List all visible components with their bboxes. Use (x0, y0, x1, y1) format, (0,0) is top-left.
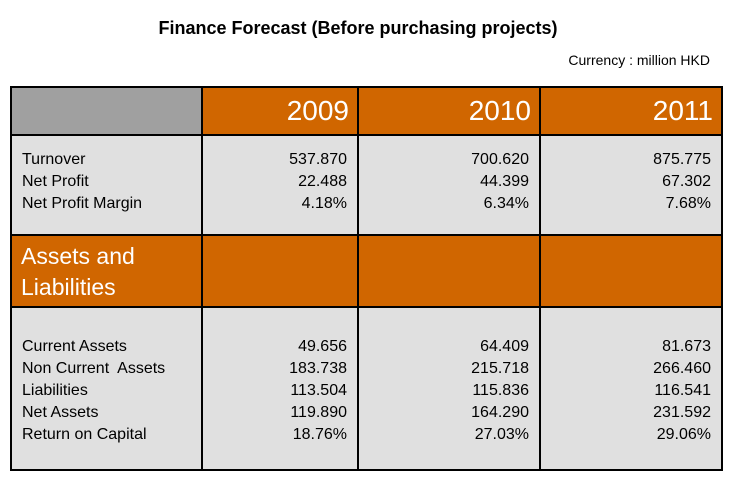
profit-values-2011: 875.775 67.302 7.68% (541, 136, 721, 234)
value-cell: 700.620 (471, 151, 529, 168)
row-label-net-profit-margin: Net Profit Margin (22, 195, 143, 212)
value-cell: 875.775 (653, 151, 711, 168)
value-cell: 4.18% (301, 195, 347, 212)
section-header-cell (359, 236, 539, 306)
value-cell: 183.738 (289, 360, 347, 377)
profit-values-2010: 700.620 44.399 6.34% (359, 136, 539, 234)
assets-values-2009: 49.656 183.738 113.504 119.890 18.76% (203, 308, 357, 469)
row-label-net-assets: Net Assets (22, 404, 99, 421)
value-cell: 64.409 (480, 338, 529, 355)
value-cell: 49.656 (298, 338, 347, 355)
section-header-line: Assets and (21, 243, 135, 269)
value-cell: 27.03% (474, 426, 529, 443)
profit-labels-cell: Turnover Net Profit Net Profit Margin (12, 136, 201, 234)
header-blank-cell (12, 88, 201, 134)
value-cell: 266.460 (653, 360, 711, 377)
year-header-2009: 2009 (203, 88, 357, 134)
value-cell: 119.890 (290, 404, 347, 421)
value-cell: 67.302 (662, 173, 711, 190)
value-cell: 115.836 (472, 382, 529, 399)
row-label-liabilities: Liabilities (22, 382, 88, 399)
value-cell: 44.399 (480, 173, 529, 190)
value-cell: 231.592 (653, 404, 711, 421)
value-cell: 164.290 (471, 404, 529, 421)
row-label-turnover: Turnover (22, 151, 86, 168)
value-cell: 537.870 (289, 151, 347, 168)
value-cell: 116.541 (654, 382, 711, 399)
value-cell: 7.68% (665, 195, 711, 212)
value-cell: 22.488 (298, 173, 347, 190)
row-label-return-on-capital: Return on Capital (22, 426, 147, 443)
assets-labels-cell: Current Assets Non Current Assets Liabil… (12, 308, 201, 469)
section-header-assets-liabilities: Assets and Liabilities (12, 236, 201, 306)
assets-values-2010: 64.409 215.718 115.836 164.290 27.03% (359, 308, 539, 469)
row-label-net-profit: Net Profit (22, 173, 89, 190)
assets-values-2011: 81.673 266.460 116.541 231.592 29.06% (541, 308, 721, 469)
year-header-2010: 2010 (359, 88, 539, 134)
profit-values-2009: 537.870 22.488 4.18% (203, 136, 357, 234)
forecast-table: 2009 2010 2011 Turnover Net Profit Net P… (10, 86, 723, 471)
section-header-line: Liabilities (21, 274, 116, 300)
page-title: Finance Forecast (Before purchasing proj… (158, 18, 558, 38)
value-cell: 113.504 (290, 382, 347, 399)
row-label-non-current-assets: Non Current Assets (22, 360, 166, 377)
row-label-current-assets: Current Assets (22, 338, 127, 355)
value-cell: 81.673 (662, 338, 711, 355)
value-cell: 18.76% (292, 426, 347, 443)
year-header-2011: 2011 (541, 88, 721, 134)
value-cell: 29.06% (656, 426, 711, 443)
value-cell: 215.718 (471, 360, 529, 377)
currency-note: Currency : million HKD (568, 52, 710, 68)
section-header-cell (541, 236, 721, 306)
section-header-cell (203, 236, 357, 306)
value-cell: 6.34% (483, 195, 529, 212)
